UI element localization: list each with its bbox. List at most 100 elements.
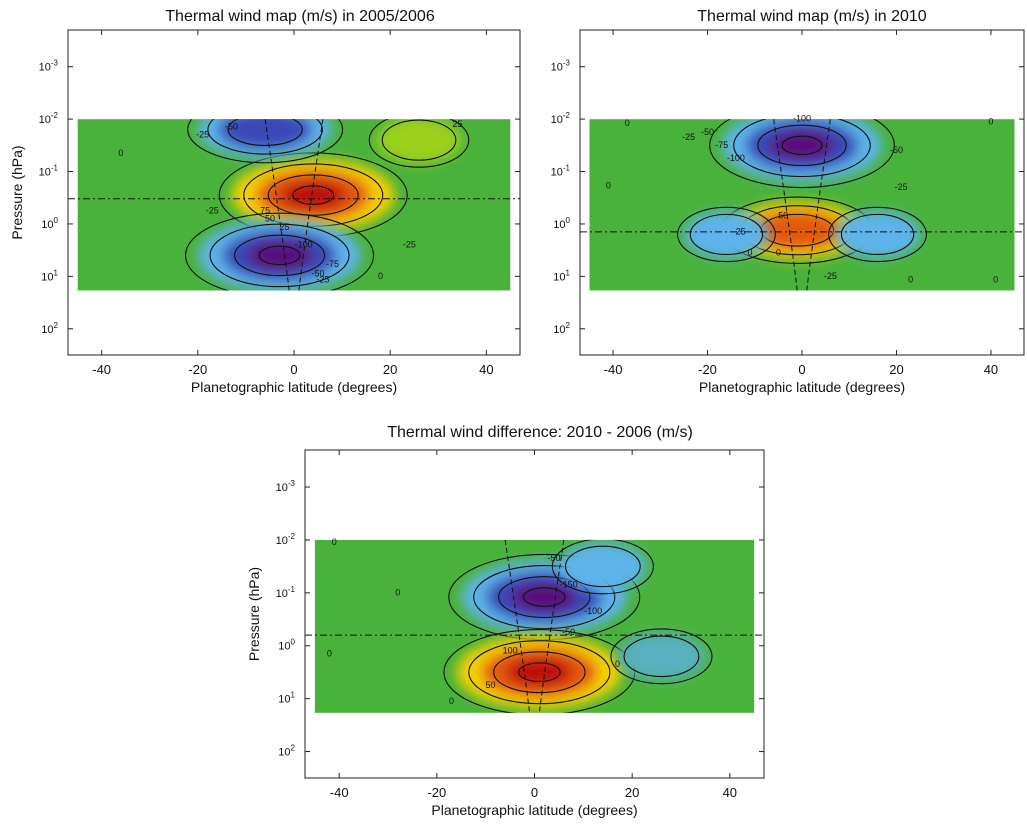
dashed-line — [538, 539, 565, 713]
contour-label: 100 — [503, 646, 518, 656]
y-axis-label: Pressure (hPa) — [9, 145, 25, 239]
contour-line — [493, 651, 586, 694]
wind-min-blob — [721, 119, 883, 183]
contour-line — [610, 628, 713, 685]
contour-label: -25 — [682, 132, 695, 142]
chart-title: Thermal wind difference: 2010 - 2006 (m/… — [387, 424, 693, 441]
y-tick-label: 100 — [41, 216, 58, 231]
contour-line — [518, 662, 561, 683]
x-tick-label: -40 — [92, 362, 111, 377]
wind-field — [589, 119, 1015, 291]
contour-label: -50 — [225, 122, 238, 132]
contour-label: -50 — [890, 145, 903, 155]
wind-min-blob — [558, 542, 647, 591]
y-tick-label: 102 — [553, 321, 570, 336]
x-tick-label: -40 — [604, 362, 623, 377]
dashed-line — [264, 119, 290, 291]
x-tick-label: 20 — [889, 362, 903, 377]
wind-max-blob — [375, 119, 463, 164]
contour-line — [498, 576, 591, 618]
contour-label: 0 — [118, 148, 123, 158]
dashed-line — [773, 119, 798, 291]
y-tick-label: 10-3 — [276, 479, 296, 494]
contour-label: 0 — [776, 247, 781, 257]
contour-label: 0 — [748, 247, 753, 257]
contour-label: 25 — [452, 119, 462, 129]
x-tick-label: 40 — [723, 785, 737, 800]
contour-label: 0 — [327, 648, 332, 658]
contour-line — [473, 565, 616, 630]
wind-field — [314, 539, 755, 713]
dashed-line — [806, 119, 831, 291]
contour-label: -75 — [715, 140, 728, 150]
contour-label: 25 — [279, 222, 289, 232]
contour-line — [781, 135, 823, 156]
contour-label: 0 — [988, 116, 993, 126]
contour-line — [551, 539, 654, 595]
contour-label: -25 — [196, 129, 209, 139]
contour-label: -50 — [562, 627, 575, 637]
contour-label: -25 — [403, 240, 416, 250]
y-tick-label: 102 — [278, 744, 295, 759]
contour-line — [676, 206, 776, 263]
contour-label: -25 — [895, 182, 908, 192]
y-tick-label: 10-2 — [39, 111, 59, 126]
y-tick-label: 101 — [553, 268, 570, 283]
dashed-lines — [504, 539, 565, 713]
wind-field — [77, 119, 511, 291]
contour-line — [258, 245, 301, 266]
y-tick-label: 10-1 — [276, 585, 296, 600]
x-tick-label: 0 — [798, 362, 805, 377]
wind-max-blob — [456, 635, 623, 710]
contour-line — [209, 223, 350, 288]
y-tick-label: 10-2 — [276, 532, 296, 547]
wind-min-blob — [617, 632, 706, 681]
y-tick-label: 10-2 — [551, 111, 571, 126]
x-tick-label: 20 — [383, 362, 397, 377]
contour-line — [368, 119, 470, 168]
contour-line — [468, 640, 611, 705]
wind-min-blob — [683, 210, 769, 259]
contour-line — [564, 545, 641, 588]
x-tick-label: 0 — [290, 362, 297, 377]
x-axis-label: Planetographic latitude (degrees) — [431, 802, 637, 818]
contour-label: 0 — [449, 696, 454, 706]
contour-label: -50 — [701, 127, 714, 137]
contour-label: 50 — [486, 680, 496, 690]
contour-label: 75 — [260, 205, 270, 215]
contour-label: -150 — [560, 580, 578, 590]
contour-line — [733, 119, 871, 178]
contour-line — [381, 119, 457, 161]
contour-line — [522, 587, 566, 607]
x-tick-label: 40 — [479, 362, 493, 377]
y-tick-label: 10-1 — [551, 164, 571, 179]
y-axis-label: Pressure (hPa) — [246, 567, 262, 661]
chart-title: Thermal wind map (m/s) in 2005/2006 — [165, 8, 435, 25]
x-tick-label: 40 — [984, 362, 998, 377]
contour-label: -50 — [548, 553, 561, 563]
contour-line — [227, 119, 303, 146]
contour-line — [623, 635, 700, 678]
contour-label: 0 — [625, 118, 630, 128]
wind-min-blob — [197, 218, 362, 291]
x-axis-label: Planetographic latitude (degrees) — [191, 379, 397, 395]
contour-label: 50 — [778, 211, 788, 221]
dashed-line — [504, 539, 531, 713]
contour-line — [757, 124, 847, 167]
x-axis-label: Planetographic latitude (degrees) — [699, 379, 905, 395]
contour-label: -100 — [793, 114, 811, 124]
contour-line — [267, 174, 359, 216]
x-tick-label: 0 — [531, 785, 538, 800]
contour-line — [709, 119, 895, 189]
y-tick-label: 100 — [553, 216, 570, 231]
x-tick-label: -20 — [427, 785, 446, 800]
contour-line — [187, 119, 344, 164]
x-tick-label: -20 — [698, 362, 717, 377]
y-tick-label: 100 — [278, 638, 295, 653]
contour-label: 0 — [615, 659, 620, 669]
y-tick-label: 10-3 — [551, 59, 571, 74]
contour-line — [689, 213, 764, 256]
contour-label: -100 — [584, 606, 602, 616]
chart-title: Thermal wind map (m/s) in 2010 — [697, 8, 927, 25]
